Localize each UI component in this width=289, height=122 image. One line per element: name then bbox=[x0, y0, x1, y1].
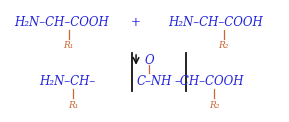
Text: R₁: R₁ bbox=[68, 101, 78, 110]
Text: C–NH: C–NH bbox=[137, 75, 173, 88]
Text: –CH–COOH: –CH–COOH bbox=[175, 75, 244, 88]
Text: R₁: R₁ bbox=[63, 41, 74, 50]
Text: H₂N–CH–COOH: H₂N–CH–COOH bbox=[14, 16, 109, 29]
Text: R₂: R₂ bbox=[218, 41, 229, 50]
Text: H₂N–CH–: H₂N–CH– bbox=[39, 75, 95, 88]
Text: R₂: R₂ bbox=[209, 101, 219, 110]
Text: H₂N–CH–COOH: H₂N–CH–COOH bbox=[168, 16, 262, 29]
Text: +: + bbox=[131, 16, 141, 29]
Text: O: O bbox=[144, 55, 154, 67]
